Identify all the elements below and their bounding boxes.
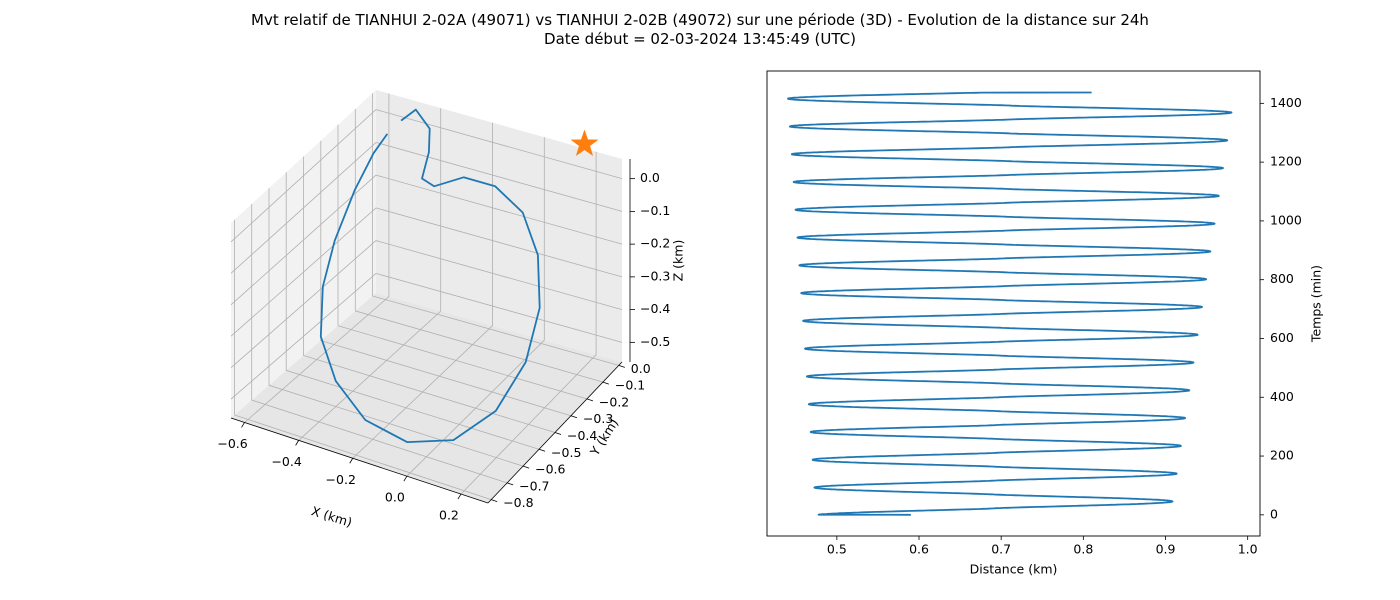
y-tick [507,482,514,486]
x-tick-label: 0.8 [1073,542,1093,557]
distance-time-plot: 0.5 0.6 0.7 0.8 0.9 1.0 Distance (km) 0 200 400 60… [766,70,1324,577]
pane-floor [231,293,622,503]
x-tick-label: 0.2 [439,508,459,523]
z-tick-label: −0.1 [640,203,670,218]
x-axis-label: X (km) [310,503,354,530]
x-tick [241,422,245,428]
x-tick-label: 1.0 [1238,542,1258,557]
chart-title-line2: Date début = 02-03-2024 13:45:49 (UTC) [544,30,856,48]
grid-line-z [230,141,623,274]
y-tick-label: −0.4 [567,428,597,443]
y-tick [586,398,594,402]
grid-line-x [352,122,493,459]
y-tick [522,465,530,469]
grid-line-y [251,204,508,484]
grid-line-z [230,109,623,243]
x-tick-label: 0.6 [909,542,929,557]
y-tick-label: 0 [1270,506,1278,521]
grid-line-y [354,109,604,383]
z-tick-label: −0.4 [640,301,670,316]
grid-line-y [320,140,572,417]
x-tick [403,475,408,482]
y-tick-label: 1200 [1270,154,1302,169]
y-tick-label: 1400 [1270,95,1302,110]
trajectory-line [319,108,541,444]
z-axis-label: Z (km) [671,240,686,282]
grid-line-y [234,219,492,500]
z-tick-label: −0.3 [640,268,670,283]
x-tick [349,458,354,464]
x-tick-label: −0.4 [271,454,301,469]
y-tick-label: 200 [1270,448,1294,463]
trajectory-3d-plot: −0.6−0.4−0.20.00.2−0.8−0.7−0.6−0.5−0.4−0… [217,90,686,530]
y-tick-label: −0.7 [519,478,549,493]
chart-title-line1: Mvt relatif de TIANHUI 2-02A (49071) vs … [251,11,1149,29]
y-tick [491,499,498,503]
x-tick-label: −0.6 [217,436,247,451]
grid-line-z [230,240,623,369]
x-tick-label: 0.5 [827,542,847,557]
distance-curve [787,91,1233,516]
x-axis-line [230,417,489,504]
y-tick-label: −0.8 [503,495,533,510]
y-tick-label: 0.0 [631,361,651,376]
y-tick-label: −0.1 [615,378,645,393]
grid-line-x [406,137,545,477]
pane-back [376,90,622,362]
z-tick-label: 0.0 [640,170,660,185]
y-tick [618,364,625,368]
grid-line-y [303,156,556,433]
x-tick-label: −0.2 [326,472,356,487]
y-tick-label: −0.6 [535,462,565,477]
grid-line-z [230,174,623,306]
plot-frame [766,70,1261,537]
y-tick-label: 1000 [1270,212,1302,227]
grid-line-x [244,93,390,423]
y-tick-label: −0.5 [551,445,581,460]
grid-line-z [230,207,623,337]
grid-line-x [460,151,597,495]
y-tick [538,448,546,452]
grid-line-y [337,124,588,400]
x-axis-label: Distance (km) [970,562,1058,577]
y-tick-label: −0.3 [583,411,613,426]
x-tick-label: 0.0 [385,490,405,505]
y-tick [554,432,562,435]
y-tick-label: 800 [1270,271,1294,286]
y-tick-label: 600 [1270,330,1294,345]
y-axis-label: Temps (min) [1309,265,1324,343]
x-tick [295,440,299,446]
grid-line-y [268,188,524,467]
grid-line-y [285,172,540,450]
z-tick-label: −0.2 [640,236,670,251]
grid-line-y [372,93,619,366]
y-tick-label: −0.2 [599,394,629,409]
grid-line-x [298,108,442,441]
y-tick-label: 400 [1270,389,1294,404]
x-tick-label: 0.9 [1156,542,1176,557]
grid-line-z [230,272,623,400]
z-tick-label: −0.5 [640,334,670,349]
x-tick [457,493,462,500]
star-marker [570,129,599,157]
y-tick [602,381,609,385]
y-tick [570,415,578,419]
x-tick-label: 0.7 [991,542,1011,557]
